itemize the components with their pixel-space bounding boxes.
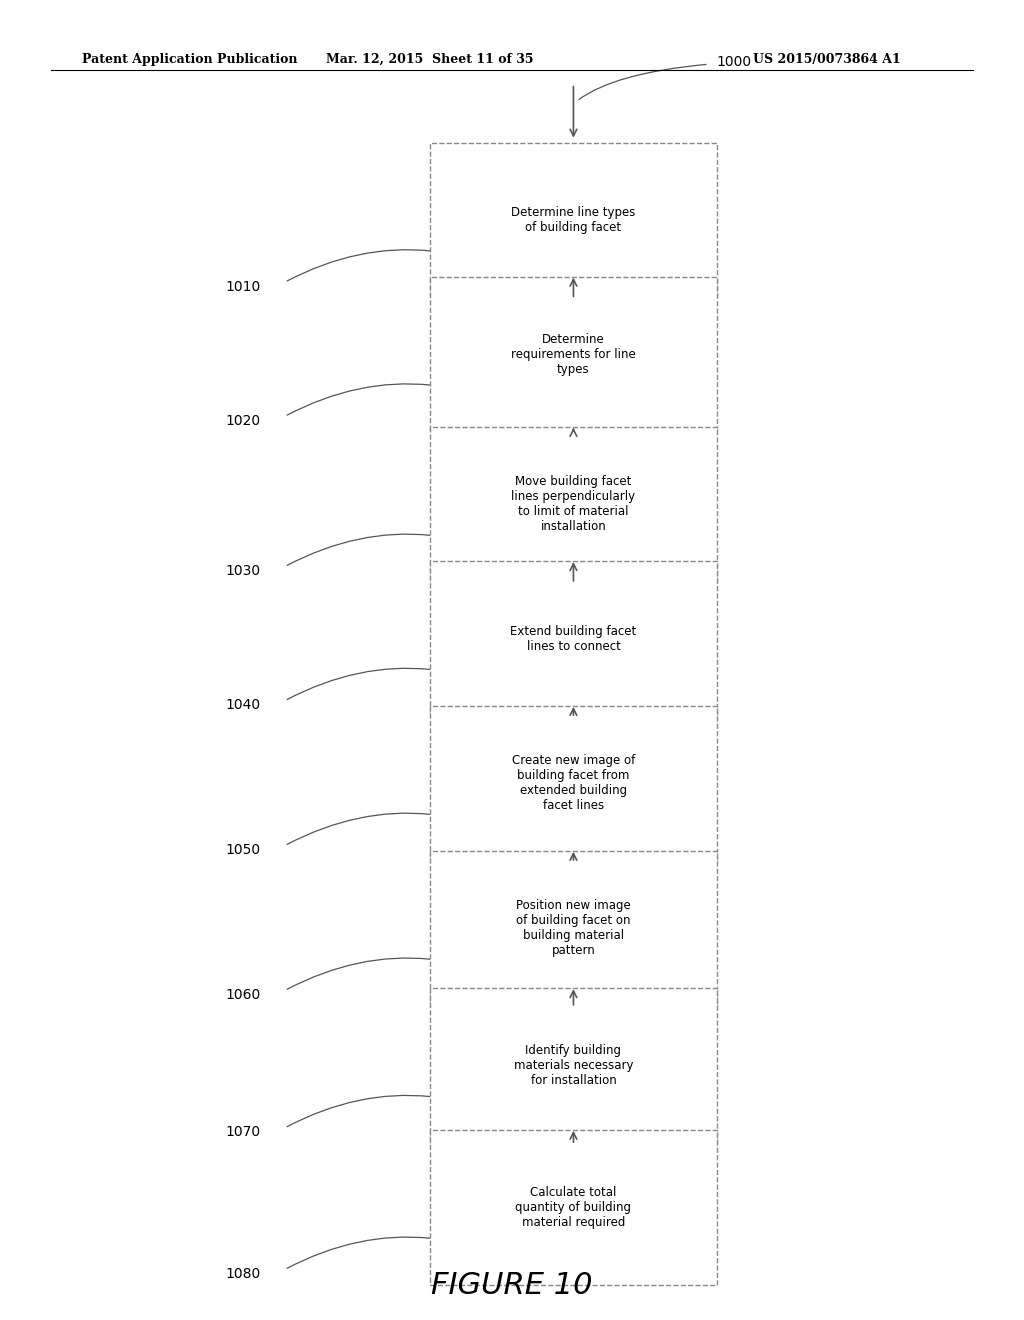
Text: Patent Application Publication: Patent Application Publication (82, 53, 297, 66)
Text: Determine line types
of building facet: Determine line types of building facet (511, 206, 636, 234)
Text: 1050: 1050 (225, 843, 260, 857)
FancyBboxPatch shape (430, 428, 717, 582)
Text: Move building facet
lines perpendicularly
to limit of material
installation: Move building facet lines perpendicularl… (511, 475, 636, 533)
Text: FIGURE 10: FIGURE 10 (431, 1271, 593, 1300)
FancyBboxPatch shape (430, 989, 717, 1143)
FancyBboxPatch shape (430, 561, 717, 715)
FancyBboxPatch shape (430, 277, 717, 432)
Text: 1080: 1080 (225, 1267, 260, 1280)
Text: US 2015/0073864 A1: US 2015/0073864 A1 (754, 53, 901, 66)
Text: Determine
requirements for line
types: Determine requirements for line types (511, 333, 636, 376)
Text: Mar. 12, 2015  Sheet 11 of 35: Mar. 12, 2015 Sheet 11 of 35 (327, 53, 534, 66)
FancyBboxPatch shape (430, 851, 717, 1006)
Text: 1000: 1000 (717, 55, 752, 69)
Text: Position new image
of building facet on
building material
pattern: Position new image of building facet on … (516, 899, 631, 957)
Text: 1020: 1020 (225, 413, 260, 428)
Text: Calculate total
quantity of building
material required: Calculate total quantity of building mat… (515, 1185, 632, 1229)
FancyBboxPatch shape (430, 143, 717, 297)
Text: 1030: 1030 (225, 564, 260, 578)
FancyBboxPatch shape (430, 1130, 717, 1284)
Text: 1070: 1070 (225, 1125, 260, 1139)
Text: 1040: 1040 (225, 698, 260, 711)
FancyBboxPatch shape (430, 706, 717, 861)
Text: Create new image of
building facet from
extended building
facet lines: Create new image of building facet from … (512, 755, 635, 812)
Text: Identify building
materials necessary
for installation: Identify building materials necessary fo… (514, 1044, 633, 1088)
Text: Extend building facet
lines to connect: Extend building facet lines to connect (510, 624, 637, 652)
Text: 1010: 1010 (225, 280, 260, 293)
Text: 1060: 1060 (225, 987, 260, 1002)
